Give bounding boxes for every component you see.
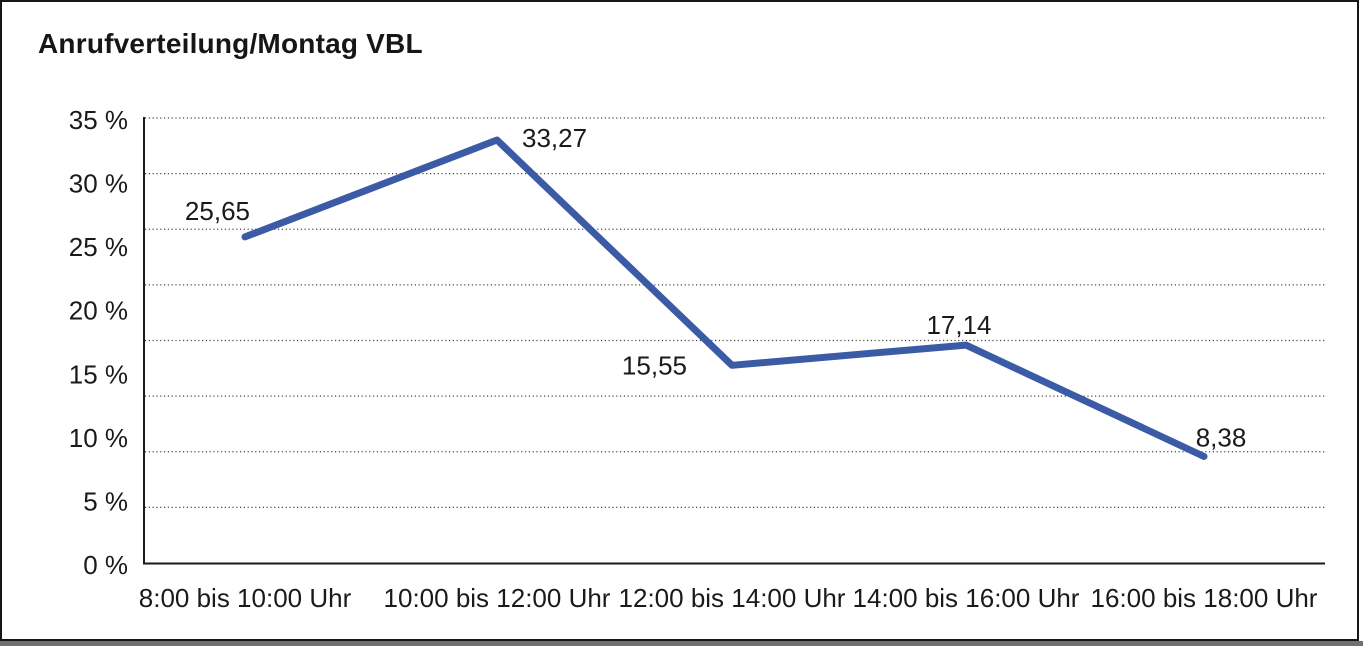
data-point-label: 17,14 [926, 310, 991, 340]
chart-title: Anrufverteilung/Montag VBL [38, 28, 423, 59]
x-tick-label: 12:00 bis 14:00 Uhr [619, 583, 846, 613]
y-tick-label: 0 % [83, 550, 128, 580]
x-tick-label: 8:00 bis 10:00 Uhr [139, 583, 352, 613]
data-point-label: 25,65 [185, 196, 250, 226]
y-tick-label: 30 % [69, 169, 128, 199]
y-tick-label: 35 % [69, 105, 128, 135]
data-labels: 25,65 33,27 15,55 17,14 8,38 [185, 123, 1246, 452]
axes [143, 117, 1325, 565]
y-tick-label: 25 % [69, 232, 128, 262]
data-point-label: 15,55 [622, 350, 687, 380]
bottom-gray-bar [0, 641, 1363, 646]
data-point-label: 8,38 [1196, 422, 1247, 452]
series-polyline [241, 136, 1208, 460]
x-tick-label: 16:00 bis 18:00 Uhr [1091, 583, 1318, 613]
x-axis-labels: 8:00 bis 10:00 Uhr 10:00 bis 12:00 Uhr 12:… [139, 583, 1318, 613]
gridlines [145, 117, 1325, 509]
y-tick-label: 10 % [69, 423, 128, 453]
data-point-label: 33,27 [522, 123, 587, 153]
y-tick-label: 5 % [83, 486, 128, 516]
data-series [241, 136, 1208, 460]
y-tick-label: 20 % [69, 296, 128, 326]
y-axis-labels: 35 % 30 % 25 % 20 % 15 % 10 % 5 % 0 % [69, 105, 128, 580]
x-tick-label: 10:00 bis 12:00 Uhr [384, 583, 611, 613]
y-tick-label: 15 % [69, 359, 128, 389]
x-tick-label: 14:00 bis 16:00 Uhr [853, 583, 1080, 613]
